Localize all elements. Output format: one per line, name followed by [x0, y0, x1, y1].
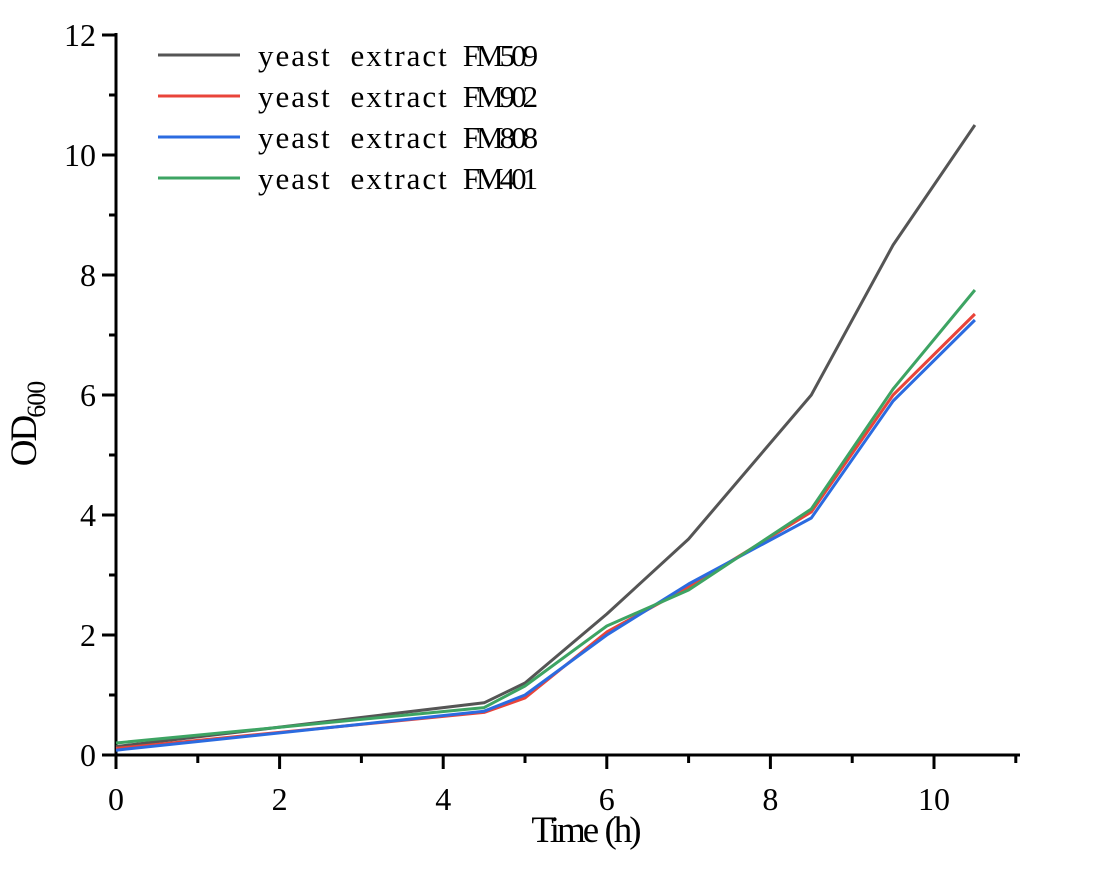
x-tick-label-2: 2 — [272, 781, 288, 817]
x-tick-label-10: 10 — [918, 781, 950, 817]
x-tick-label-8: 8 — [762, 781, 778, 817]
legend-label-code: FM902 — [463, 79, 537, 114]
legend-label-code: FM401 — [463, 161, 537, 196]
y-tick-label-0: 0 — [80, 737, 96, 773]
y-tick-label-12: 12 — [64, 17, 96, 53]
y-tick-label-6: 6 — [80, 377, 96, 413]
y-axis-label: OD600 — [4, 381, 51, 466]
y-axis-label-main: OD — [4, 416, 45, 467]
legend-label-prefix: yeast extract — [258, 120, 449, 155]
legend-label-prefix: yeast extract — [258, 38, 449, 73]
legend-label-prefix: yeast extract — [258, 161, 449, 196]
legend-label-fm401: yeast extract FM401 — [258, 161, 537, 196]
x-tick-label-0: 0 — [108, 781, 124, 817]
x-axis-label: Time (h) — [531, 810, 640, 851]
legend-label-prefix: yeast extract — [258, 79, 449, 114]
y-tick-label-10: 10 — [64, 137, 96, 173]
series-line-fm808 — [115, 318, 976, 752]
x-tick-label-4: 4 — [435, 781, 451, 817]
legend-label-fm902: yeast extract FM902 — [258, 79, 537, 114]
series-line-fm509 — [115, 124, 977, 749]
series-line-fm902 — [115, 312, 976, 750]
legend-label-code: FM808 — [463, 120, 538, 155]
legend-label-fm509: yeast extract FM509 — [258, 38, 538, 73]
y-tick-label-8: 8 — [80, 257, 96, 293]
x-tick-label-6: 6 — [599, 781, 615, 817]
legend-label-fm808: yeast extract FM808 — [258, 120, 538, 155]
y-tick-label-2: 2 — [80, 617, 96, 653]
legend-label-code: FM509 — [463, 38, 538, 73]
y-axis-label-sub: 600 — [22, 381, 51, 418]
series-line-fm401 — [115, 289, 977, 745]
y-tick-label-4: 4 — [80, 497, 96, 533]
